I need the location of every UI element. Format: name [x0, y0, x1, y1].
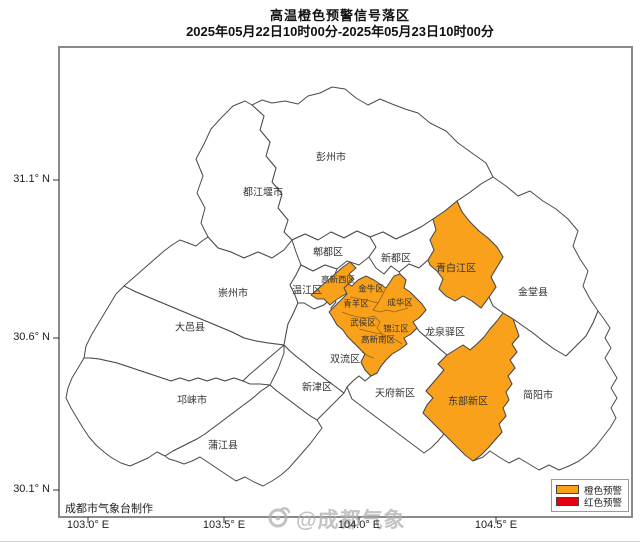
- district-label: 高新南区: [361, 335, 396, 345]
- x-axis-label: 104.5° E: [474, 519, 518, 531]
- district-label: 高新西区: [321, 275, 356, 285]
- district-label: 简阳市: [523, 389, 553, 402]
- inner-boundary-line: [381, 333, 403, 345]
- district-shape-qingbaijiang: [427, 200, 504, 309]
- inner-boundary-line: [372, 287, 387, 311]
- district-label: 龙泉驿区: [425, 326, 465, 339]
- y-axis-label: 31.1° N: [13, 173, 50, 185]
- district-label: 蒲江县: [208, 439, 238, 452]
- district-label: 金堂县: [518, 286, 548, 299]
- district-shape-cluster: [328, 273, 427, 377]
- district-label: 金牛区: [358, 284, 384, 294]
- y-axis-label: 30.6° N: [13, 331, 50, 343]
- x-axis-label: 103.5° E: [202, 519, 246, 531]
- inner-boundary-line: [361, 351, 375, 359]
- district-label: 郫都区: [313, 246, 343, 259]
- district-label: 大邑县: [175, 321, 205, 334]
- district-label: 新都区: [381, 252, 411, 265]
- district-label: 邛崃市: [177, 394, 207, 407]
- legend-row-orange: 橙色预警: [556, 484, 624, 497]
- district-label: 新津区: [302, 381, 332, 394]
- district-shape-pujiang: [164, 384, 323, 487]
- district-label: 温江区: [292, 285, 322, 297]
- orange-warning-swatch: [556, 485, 579, 494]
- figure-title: 高温橙色预警信号落区: [269, 8, 410, 23]
- district-label: 双流区: [330, 353, 360, 366]
- district-shape-dongbu: [422, 312, 520, 462]
- warning-legend: 橙色预警 红色预警: [551, 479, 629, 512]
- district-shape-gaoxinxi: [310, 261, 357, 306]
- x-axis-label: 103.0° E: [66, 519, 110, 531]
- plot-frame: [58, 46, 633, 518]
- legend-label: 橙色预警: [584, 485, 623, 497]
- figure-subtitle: 2025年05月22日10时00分-2025年05月23日10时00分: [186, 24, 494, 39]
- district-label: 东部新区: [448, 395, 488, 408]
- district-label: 都江堰市: [243, 186, 283, 199]
- district-label: 成华区: [387, 298, 413, 308]
- inner-boundary-line: [373, 315, 383, 335]
- district-label: 锦江区: [383, 324, 409, 334]
- inner-boundary-line: [341, 311, 375, 319]
- attribution-text: 成都市气象台制作: [65, 503, 153, 515]
- district-label: 青白江区: [436, 262, 476, 275]
- district-label: 崇州市: [218, 287, 248, 300]
- red-warning-swatch: [556, 497, 579, 506]
- y-axis-label: 30.1° N: [13, 483, 50, 495]
- legend-label: 红色预警: [584, 497, 623, 509]
- district-label: 天府新区: [375, 387, 415, 400]
- inner-boundary-line: [349, 296, 379, 304]
- district-label: 彭州市: [316, 151, 346, 164]
- legend-row-red: 红色预警: [556, 496, 624, 509]
- district-label: 青羊区: [343, 299, 369, 309]
- inner-boundary-line: [372, 307, 409, 313]
- district-label: 武侯区: [350, 318, 376, 328]
- x-axis-label: 104.0° E: [337, 519, 381, 531]
- inner-boundary-line: [358, 328, 383, 335]
- bottom-border-line: [0, 541, 640, 542]
